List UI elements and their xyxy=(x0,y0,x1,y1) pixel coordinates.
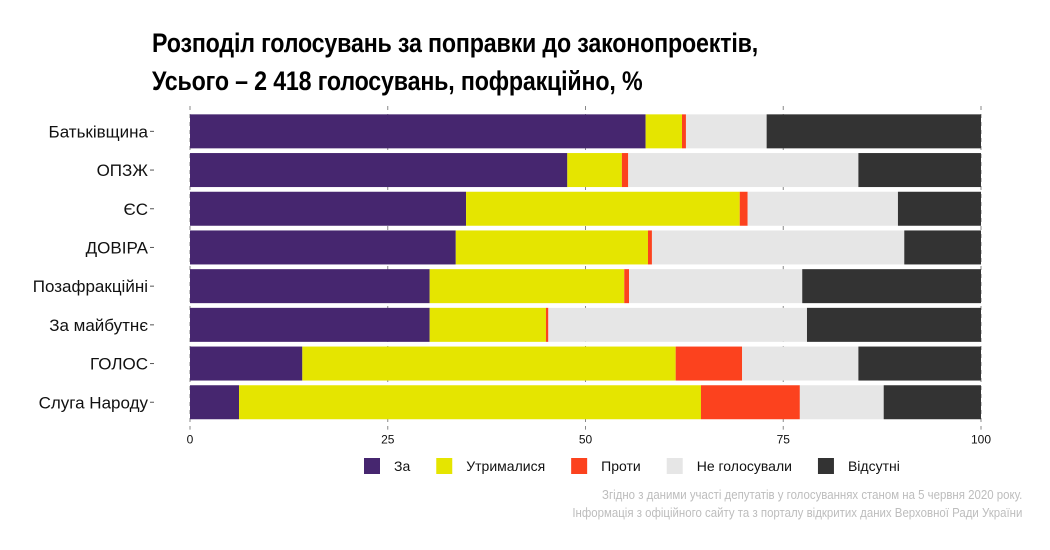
legend-label: Відсутні xyxy=(848,458,900,474)
bar-segment xyxy=(742,346,859,381)
bar-segment xyxy=(651,230,905,265)
x-tick-label: 25 xyxy=(381,433,395,447)
x-tick-label: 50 xyxy=(579,433,593,447)
bar-segment xyxy=(858,153,981,188)
y-category-label: ОПЗЖ xyxy=(97,161,149,180)
bar-segment xyxy=(548,307,807,342)
bar-segment xyxy=(624,269,630,304)
bar-segment xyxy=(675,346,743,381)
legend-swatch xyxy=(436,458,453,474)
bar-segment xyxy=(567,153,622,188)
legend-label: Проти xyxy=(601,458,641,474)
bar-segment xyxy=(700,385,800,420)
bar-segment xyxy=(455,230,648,265)
bar-segment xyxy=(682,114,686,149)
bar-segment xyxy=(466,191,740,226)
y-category-label: Слуга Народу xyxy=(39,393,149,412)
bar-segment xyxy=(190,269,430,304)
y-category-label: ГОЛОС xyxy=(90,355,148,374)
bar-segment xyxy=(302,346,676,381)
bar-segment xyxy=(806,307,981,342)
bar-segment xyxy=(621,153,629,188)
bar-segment xyxy=(190,385,240,420)
x-tick-label: 0 xyxy=(187,433,194,447)
bar-segment xyxy=(190,307,430,342)
bar-segment xyxy=(739,191,748,226)
bar-segment xyxy=(190,114,646,149)
bar-segment xyxy=(799,385,884,420)
y-category-label: За майбутнє xyxy=(49,316,148,335)
y-category-label: ДОВІРА xyxy=(86,238,149,257)
legend-swatch xyxy=(666,458,683,474)
y-category-label: Батьківщина xyxy=(49,122,149,141)
x-tick-label: 75 xyxy=(777,433,791,447)
bar-segment xyxy=(190,346,303,381)
caption-line-2: Інформація з офіційного сайту та з порта… xyxy=(572,505,1022,520)
legend-swatch xyxy=(817,458,834,474)
bar-segment xyxy=(645,114,683,149)
bar-segment xyxy=(904,230,981,265)
bar-segment xyxy=(190,191,467,226)
legend-label: За xyxy=(394,458,410,474)
chart-title-line1: Розподіл голосувань за поправки до закон… xyxy=(152,28,759,58)
bar-segment xyxy=(628,153,859,188)
bar-segment xyxy=(429,307,546,342)
y-category-label: Позафракційні xyxy=(33,277,148,296)
bar-segment xyxy=(190,153,568,188)
bar-segment xyxy=(858,346,981,381)
legend-label: Не голосували xyxy=(697,458,792,474)
chart-title: Розподіл голосувань за поправки до закон… xyxy=(152,24,758,100)
bar-segment xyxy=(685,114,767,149)
legend-label: Утрималися xyxy=(466,458,545,474)
bar-segment xyxy=(429,269,625,304)
bar-segment xyxy=(545,307,549,342)
y-category-label: ЄС xyxy=(124,200,149,219)
bar-segment xyxy=(897,191,981,226)
bar-segment xyxy=(190,230,456,265)
bar-segment xyxy=(239,385,701,420)
bar-segment xyxy=(629,269,803,304)
bar-segment xyxy=(647,230,652,265)
bar-segment xyxy=(766,114,981,149)
bar-segment xyxy=(883,385,981,420)
legend-swatch xyxy=(364,458,380,474)
legend-swatch xyxy=(571,458,588,474)
x-tick-label: 100 xyxy=(971,433,991,447)
caption-line-1: Згідно з даними участі депутатів у голос… xyxy=(601,487,1022,502)
chart-subtitle: Усього – 2 418 голосувань, пофракційно, … xyxy=(152,66,643,96)
chart-caption: Згідно з даними участі депутатів у голос… xyxy=(572,486,1022,522)
bar-segment xyxy=(747,191,898,226)
bar-segment xyxy=(802,269,981,304)
